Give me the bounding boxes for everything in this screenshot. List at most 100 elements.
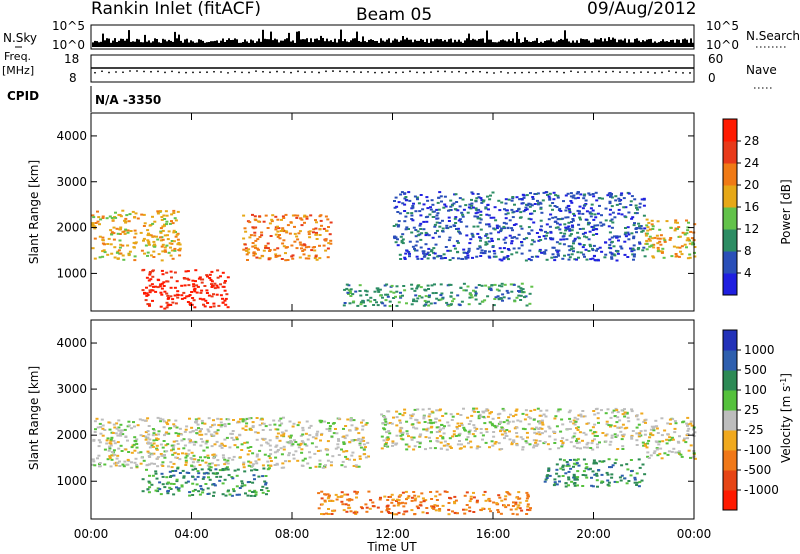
velocity-cell bbox=[646, 451, 650, 454]
power-cell bbox=[533, 210, 536, 213]
power-cell bbox=[515, 296, 519, 299]
velocity-cell bbox=[409, 417, 413, 420]
velocity-cell bbox=[583, 446, 586, 449]
power-cell bbox=[422, 304, 426, 307]
velocity-cell bbox=[449, 413, 453, 416]
power-cell bbox=[431, 216, 435, 218]
velocity-cell bbox=[668, 439, 671, 442]
power-cell bbox=[184, 270, 188, 273]
nsky-bar bbox=[358, 41, 360, 47]
velocity-cell bbox=[478, 413, 482, 416]
nsky-bar bbox=[332, 41, 334, 47]
velocity-cell bbox=[105, 442, 109, 445]
velocity-cell bbox=[93, 420, 97, 423]
power-cell bbox=[101, 255, 105, 258]
velocity-cell bbox=[488, 446, 491, 449]
velocity-cell bbox=[154, 470, 158, 473]
power-cell bbox=[563, 223, 567, 226]
velocity-cell bbox=[689, 422, 693, 425]
nsky-bar bbox=[512, 38, 514, 47]
nave-label: Nave bbox=[746, 63, 777, 77]
velocity-cell bbox=[204, 483, 208, 485]
power-cell bbox=[492, 250, 496, 252]
nsky-bar bbox=[684, 38, 686, 47]
nsky-bar bbox=[102, 33, 104, 47]
power-cell bbox=[399, 258, 403, 260]
power-cell bbox=[577, 212, 581, 215]
nsky-bar bbox=[534, 40, 536, 47]
power-colorbar-swatch bbox=[723, 229, 737, 252]
power-cell bbox=[308, 230, 312, 233]
power-cell bbox=[537, 235, 541, 238]
velocity-cell bbox=[476, 411, 480, 413]
velocity-cell bbox=[392, 416, 395, 419]
power-cell bbox=[481, 300, 485, 303]
nsky-bar bbox=[356, 31, 358, 47]
power-cell bbox=[414, 229, 418, 231]
power-cell bbox=[592, 195, 596, 198]
power-cell bbox=[576, 231, 580, 234]
velocity-cell bbox=[610, 436, 614, 439]
nsky-bars bbox=[92, 29, 694, 47]
velocity-cell bbox=[317, 492, 321, 495]
velocity-cell bbox=[581, 410, 585, 412]
velocity-cell bbox=[92, 460, 96, 463]
power-cell bbox=[268, 222, 272, 225]
power-cell bbox=[570, 229, 574, 232]
power-cell bbox=[313, 249, 317, 252]
velocity-cell bbox=[221, 454, 225, 457]
power-cell bbox=[307, 257, 311, 260]
nave-dot bbox=[304, 71, 306, 74]
nave-dot bbox=[675, 71, 677, 74]
nsky-bar bbox=[222, 38, 224, 47]
power-cell bbox=[591, 193, 595, 195]
velocity-cell bbox=[322, 513, 326, 516]
velocity-cell bbox=[146, 436, 150, 439]
velocity-cell bbox=[568, 428, 572, 430]
velocity-cell bbox=[180, 439, 184, 442]
velocity-cell bbox=[453, 495, 457, 498]
power-cell bbox=[571, 224, 574, 227]
nsky-bar bbox=[98, 42, 100, 47]
power-cell bbox=[186, 301, 190, 303]
velocity-cell bbox=[629, 459, 633, 461]
power-cell bbox=[134, 241, 138, 244]
power-cell bbox=[489, 216, 493, 219]
velocity-cell bbox=[311, 436, 315, 439]
power-cell bbox=[545, 234, 548, 237]
nsky-bar bbox=[270, 31, 272, 47]
power-cell bbox=[248, 221, 252, 224]
velocity-cell bbox=[614, 458, 618, 461]
velocity-cell bbox=[320, 433, 323, 436]
velocity-cell bbox=[242, 466, 246, 469]
velocity-cell bbox=[498, 496, 502, 499]
velocity-cell bbox=[261, 475, 265, 478]
velocity-cell bbox=[503, 498, 507, 501]
power-cell bbox=[403, 210, 407, 212]
velocity-cell bbox=[429, 447, 433, 450]
power-cell bbox=[650, 244, 654, 247]
velocity-cell bbox=[466, 436, 470, 439]
power-cell bbox=[253, 231, 257, 234]
velocity-cell bbox=[305, 444, 309, 447]
power-cell bbox=[457, 219, 461, 222]
velocity-cell bbox=[165, 476, 169, 479]
nsky-bar bbox=[240, 42, 242, 47]
nave-dot bbox=[269, 71, 271, 74]
power-cell bbox=[424, 234, 428, 237]
power-cell bbox=[255, 247, 259, 250]
velocity-colorbar-swatch bbox=[723, 390, 737, 411]
velocity-cell bbox=[233, 469, 237, 472]
power-cell bbox=[153, 245, 157, 248]
velocity-cell bbox=[575, 440, 578, 442]
nsky-bar bbox=[228, 38, 230, 47]
velocity-cell bbox=[663, 429, 667, 432]
power-cell bbox=[173, 247, 177, 250]
velocity-cell bbox=[255, 417, 259, 419]
power-cell bbox=[148, 271, 152, 273]
power-cell bbox=[568, 249, 572, 252]
power-cell bbox=[577, 223, 581, 226]
velocity-cell bbox=[618, 419, 622, 422]
velocity-cell bbox=[252, 490, 256, 493]
power-cell bbox=[416, 198, 419, 201]
